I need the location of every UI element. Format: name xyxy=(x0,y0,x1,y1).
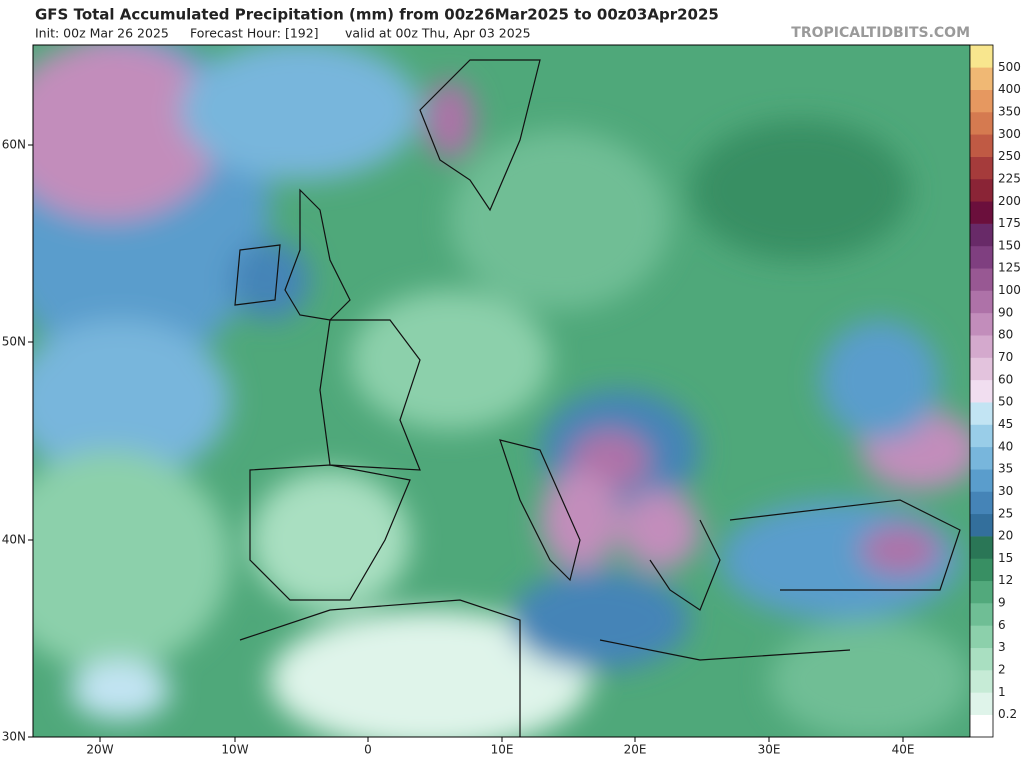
colorbar-cell xyxy=(970,536,993,559)
colorbar-label: 200 xyxy=(998,194,1021,208)
colorbar-cell xyxy=(970,201,993,224)
colorbar-label: 150 xyxy=(998,238,1021,252)
colorbar-frame xyxy=(969,44,994,738)
colorbar-cell xyxy=(970,134,993,157)
colorbar-cell xyxy=(970,178,993,202)
colorbar-cell xyxy=(970,670,993,693)
latitude-label: 50N xyxy=(2,335,26,349)
colorbar-label: 80 xyxy=(998,328,1013,342)
colorbar-label: 500 xyxy=(998,60,1021,74)
colorbar-label: 100 xyxy=(998,283,1021,297)
latitude-label: 60N xyxy=(2,138,26,152)
colorbar-label: 1 xyxy=(998,685,1006,699)
watermark: TROPICALTIDBITS.COM xyxy=(791,25,970,41)
colorbar-label: 400 xyxy=(998,82,1021,96)
colorbar-label: 350 xyxy=(998,104,1021,118)
init-time: Init: 00z Mar 26 2025 xyxy=(35,26,169,41)
forecast-hour: Forecast Hour: [192] xyxy=(190,26,319,41)
precip-field xyxy=(33,45,970,737)
colorbar-label: 225 xyxy=(998,171,1021,185)
colorbar-cell xyxy=(970,156,993,180)
colorbar-cell xyxy=(970,692,993,715)
colorbar-label: 25 xyxy=(998,506,1013,520)
colorbar-cell xyxy=(970,558,993,582)
colorbar-cell xyxy=(970,625,993,649)
longitude-label: 40E xyxy=(892,743,915,757)
longitude-label: 20W xyxy=(86,743,113,757)
colorbar-cell xyxy=(970,335,993,358)
colorbar-label: 3 xyxy=(998,640,1006,654)
colorbar-cell xyxy=(970,603,993,626)
longitude-label: 0 xyxy=(364,743,372,757)
colorbar-label: 125 xyxy=(998,261,1021,275)
colorbar-cell xyxy=(970,402,993,425)
colorbar-cell xyxy=(970,424,993,448)
colorbar-label: 50 xyxy=(998,395,1013,409)
colorbar-label: 175 xyxy=(998,216,1021,230)
title: GFS Total Accumulated Precipitation (mm)… xyxy=(35,6,719,24)
colorbar-cell xyxy=(970,714,993,738)
colorbar: 0.21236912152025303540455060708090100125… xyxy=(969,44,1021,738)
longitude-label: 10W xyxy=(221,743,248,757)
colorbar-cell xyxy=(970,491,993,515)
colorbar-cell xyxy=(970,223,993,247)
valid-time: valid at 00z Thu, Apr 03 2025 xyxy=(345,26,531,41)
latitude-label: 40N xyxy=(2,533,26,547)
colorbar-cell xyxy=(970,357,993,381)
coastlines xyxy=(234,59,961,737)
colorbar-label: 250 xyxy=(998,149,1021,163)
colorbar-cell xyxy=(970,89,993,113)
colorbar-label: 35 xyxy=(998,462,1013,476)
colorbar-label: 2 xyxy=(998,663,1006,677)
colorbar-cell xyxy=(970,446,993,470)
colorbar-cell xyxy=(970,45,993,68)
colorbar-cell xyxy=(970,290,993,314)
longitude-label: 30E xyxy=(758,743,781,757)
colorbar-cell xyxy=(970,379,993,403)
colorbar-label: 300 xyxy=(998,127,1021,141)
colorbar-label: 20 xyxy=(998,529,1013,543)
colorbar-cell xyxy=(970,513,993,537)
latitude-label: 30N xyxy=(2,730,26,744)
colorbar-cell xyxy=(970,647,993,671)
colorbar-label: 6 xyxy=(998,618,1006,632)
colorbar-label: 60 xyxy=(998,372,1013,386)
colorbar-label: 40 xyxy=(998,439,1013,453)
colorbar-label: 12 xyxy=(998,573,1013,587)
colorbar-label: 45 xyxy=(998,417,1013,431)
colorbar-cell xyxy=(970,312,993,336)
colorbar-label: 30 xyxy=(998,484,1013,498)
colorbar-cell xyxy=(970,245,993,269)
colorbar-cell xyxy=(970,580,993,604)
colorbar-label: 90 xyxy=(998,305,1013,319)
colorbar-cell xyxy=(970,111,993,135)
colorbar-label: 15 xyxy=(998,551,1013,565)
colorbar-cell xyxy=(970,67,993,90)
colorbar-cell xyxy=(970,268,993,291)
colorbar-cell xyxy=(970,469,993,492)
axes: 60N 50N 40N 30N 20W 10W 0 10E 20E 30E 40E xyxy=(2,138,915,757)
colorbar-label: 70 xyxy=(998,350,1013,364)
colorbar-label: 9 xyxy=(998,596,1006,610)
longitude-label: 10E xyxy=(491,743,514,757)
colorbar-label: 0.2 xyxy=(998,707,1017,721)
longitude-label: 20E xyxy=(624,743,647,757)
